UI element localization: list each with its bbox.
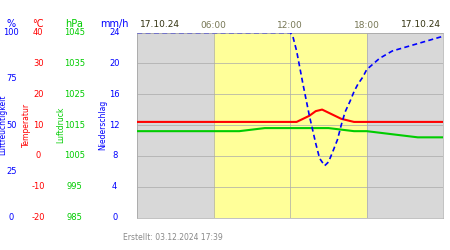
Text: 985: 985: [66, 213, 82, 222]
Text: 17.10.24: 17.10.24: [401, 20, 441, 29]
Text: 995: 995: [67, 182, 82, 191]
Text: 4: 4: [112, 182, 117, 191]
Text: 0: 0: [36, 151, 41, 160]
Text: 10: 10: [33, 120, 44, 130]
Text: 25: 25: [6, 167, 17, 176]
Text: 0: 0: [9, 213, 14, 222]
Text: 16: 16: [109, 90, 120, 99]
Text: -20: -20: [32, 213, 45, 222]
Text: 1035: 1035: [64, 59, 85, 68]
Text: 100: 100: [4, 28, 19, 37]
Bar: [214, 32, 367, 218]
Text: 17.10.24: 17.10.24: [140, 20, 180, 29]
Text: 75: 75: [6, 74, 17, 83]
Text: Erstellt: 03.12.2024 17:39: Erstellt: 03.12.2024 17:39: [123, 234, 223, 242]
Text: 8: 8: [112, 151, 117, 160]
Text: mm/h: mm/h: [100, 19, 129, 29]
Bar: [367, 32, 443, 218]
Text: 24: 24: [109, 28, 120, 37]
Text: 1005: 1005: [64, 151, 85, 160]
Text: 50: 50: [6, 120, 17, 130]
Text: 40: 40: [33, 28, 44, 37]
Text: %: %: [7, 19, 16, 29]
Text: Luftdruck: Luftdruck: [56, 107, 65, 143]
Text: 20: 20: [109, 59, 120, 68]
Text: 1015: 1015: [64, 120, 85, 130]
Text: 0: 0: [112, 213, 117, 222]
Text: -10: -10: [32, 182, 45, 191]
Text: hPa: hPa: [65, 19, 83, 29]
Text: 20: 20: [33, 90, 44, 99]
Text: Temperatur: Temperatur: [22, 103, 31, 147]
Text: 1025: 1025: [64, 90, 85, 99]
Text: Niederschlag: Niederschlag: [98, 100, 107, 150]
Text: 1045: 1045: [64, 28, 85, 37]
Bar: [137, 32, 214, 218]
Text: Luftfeuchtigkeit: Luftfeuchtigkeit: [0, 95, 7, 155]
Text: °C: °C: [32, 19, 44, 29]
Text: 30: 30: [33, 59, 44, 68]
Text: 12: 12: [109, 120, 120, 130]
